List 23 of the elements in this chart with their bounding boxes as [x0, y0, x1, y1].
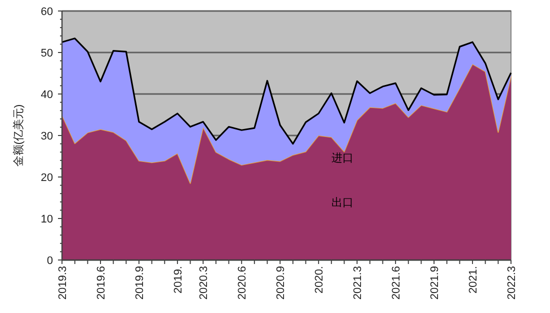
x-tick-label: 2021.6	[390, 266, 403, 300]
x-tick-label: 2021.	[468, 266, 480, 294]
y-tick-label: 60	[40, 6, 53, 18]
x-tick-label: 2020.3	[198, 266, 210, 300]
y-tick-label: 0	[46, 255, 53, 267]
series-label: 出口	[331, 196, 354, 209]
y-axis-title: 金额(亿美元)	[12, 104, 25, 167]
x-tick-label: 2021.9	[429, 266, 442, 300]
y-tick-label: 10	[40, 214, 53, 226]
x-tick-label: 2019.	[172, 266, 184, 294]
x-tick-label: 2019.6	[95, 266, 108, 300]
y-tick-label: 20	[40, 172, 53, 184]
x-tick-label: 2021.3	[352, 266, 364, 300]
x-tick-label: 2019.9	[134, 266, 146, 300]
x-tick-label: 2020.6	[236, 266, 249, 300]
x-tick-label: 2020.	[314, 266, 326, 294]
y-tick-label: 50	[40, 48, 53, 60]
series-label: 进口	[331, 152, 354, 165]
x-tick-label: 2019.3	[57, 266, 69, 300]
y-tick-label: 40	[40, 89, 53, 101]
y-tick-label: 30	[40, 130, 53, 142]
x-tick-label: 2020.9	[275, 266, 288, 300]
x-tick-label: 2022.3	[506, 266, 518, 300]
